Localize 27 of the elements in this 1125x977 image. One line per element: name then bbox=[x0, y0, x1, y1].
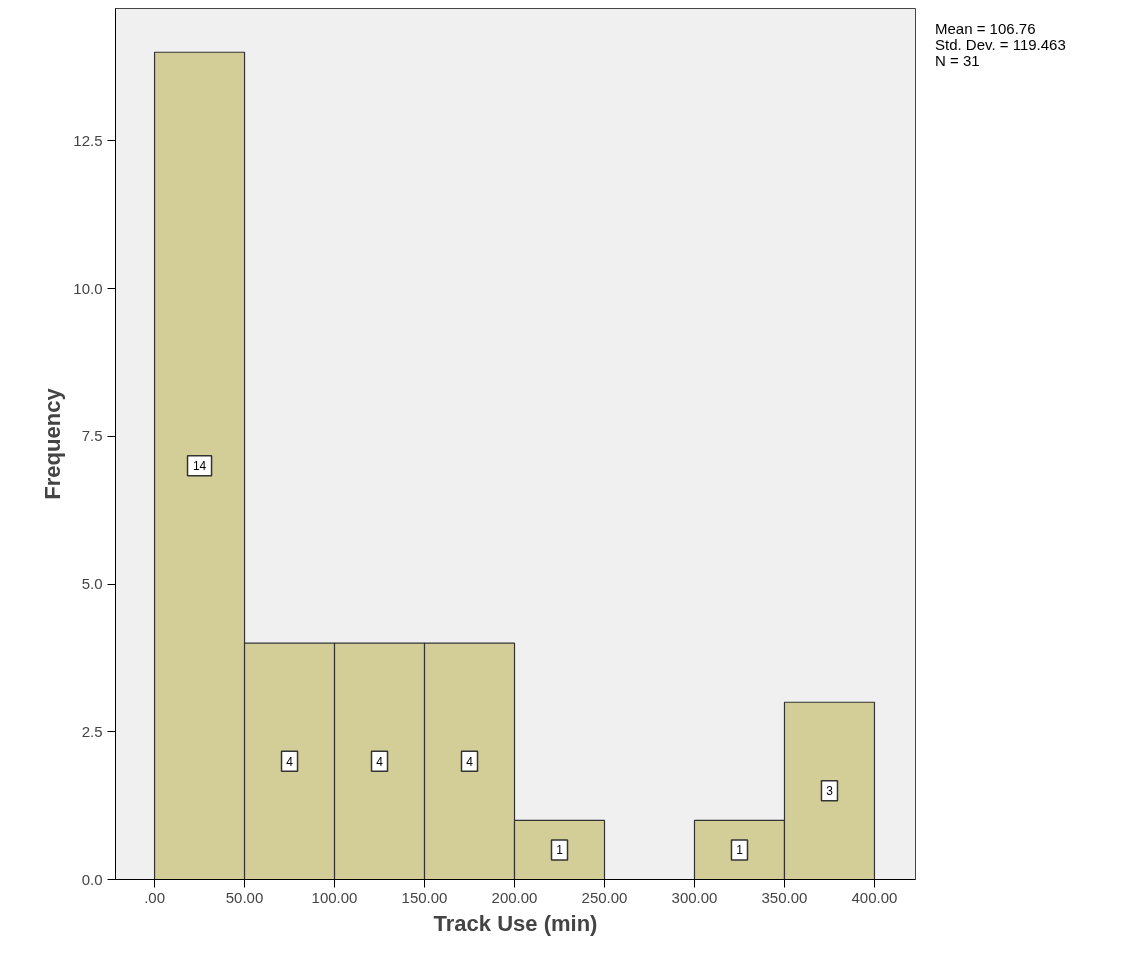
data-label: 14 bbox=[192, 459, 207, 474]
x-tick-label: 100.00 bbox=[311, 888, 358, 906]
x-tick-label: 400.00 bbox=[851, 888, 898, 906]
text: N = 31 bbox=[935, 52, 980, 69]
y-axis-title: Frequency bbox=[40, 387, 66, 500]
y-tick-label: 10.0 bbox=[73, 279, 103, 297]
data-label: 3 bbox=[826, 784, 834, 799]
y-tick-label: 5.0 bbox=[81, 575, 103, 593]
x-tick-label: 150.00 bbox=[401, 888, 448, 906]
data-label: 4 bbox=[286, 754, 294, 769]
data-label: 4 bbox=[376, 754, 384, 769]
x-tick-label: .00 bbox=[144, 888, 165, 906]
data-label: 4 bbox=[466, 754, 474, 769]
y-tick-label: 7.5 bbox=[81, 427, 103, 445]
x-tick-label: 300.00 bbox=[671, 888, 718, 906]
x-tick-label: 200.00 bbox=[491, 888, 538, 906]
x-axis-title: Track Use (min) bbox=[433, 910, 598, 936]
y-tick-label: 2.5 bbox=[81, 722, 103, 740]
text: Std. Dev. = 119.463 bbox=[935, 36, 1066, 53]
text: Mean = 106.76 bbox=[935, 20, 1036, 37]
y-tick-label: 0.0 bbox=[81, 870, 103, 888]
x-tick-label: 250.00 bbox=[581, 888, 628, 906]
x-tick-label: 50.00 bbox=[225, 888, 264, 906]
data-label: 1 bbox=[736, 843, 744, 858]
y-tick-label: 12.5 bbox=[73, 131, 103, 149]
data-label: 1 bbox=[556, 843, 564, 858]
x-tick-label: 350.00 bbox=[761, 888, 808, 906]
